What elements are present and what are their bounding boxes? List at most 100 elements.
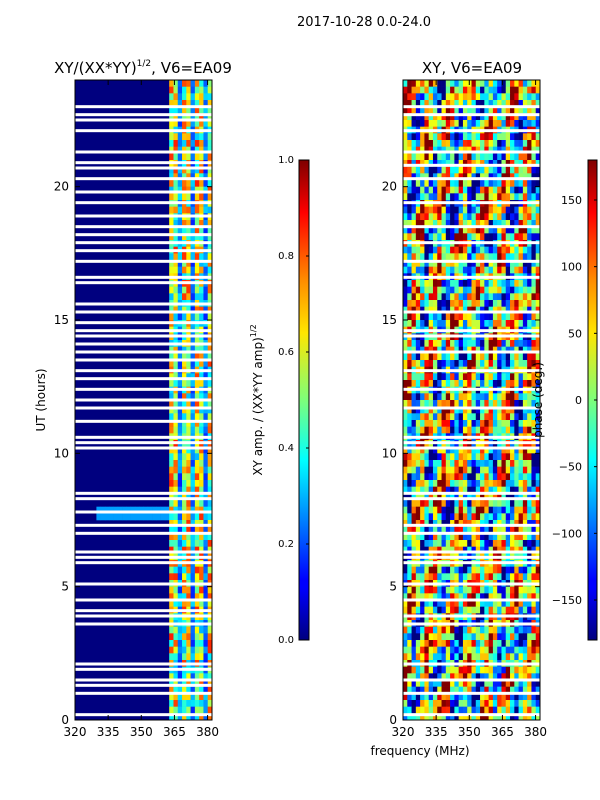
heatmap-cell [441, 600, 447, 607]
heatmap-cell [522, 146, 528, 154]
heatmap-cell [441, 293, 447, 301]
heatmap-cell [445, 80, 451, 87]
heatmap-cell [497, 566, 502, 574]
heatmap-cell [420, 93, 425, 101]
heatmap-cell [207, 180, 212, 187]
heatmap-cell [432, 533, 438, 541]
heatmap-cell [407, 340, 412, 347]
heatmap-cell [186, 100, 191, 107]
heatmap-cell [535, 220, 540, 227]
heatmap-cell [424, 193, 429, 201]
heatmap-cell [501, 206, 507, 214]
heatmap-cell [173, 413, 179, 421]
heatmap-cell [462, 160, 468, 167]
heatmap-cell [199, 406, 204, 414]
heatmap-cell [522, 93, 528, 101]
heatmap-cell [428, 86, 434, 94]
heatmap-cell [415, 460, 421, 467]
heatmap-cell [182, 653, 187, 661]
heatmap-cell [428, 100, 434, 107]
heatmap-cell [403, 526, 408, 534]
heatmap-cell [194, 413, 200, 421]
heatmap-cell [130, 506, 136, 514]
heatmap-cell [445, 466, 451, 474]
heatmap-cell [518, 300, 524, 307]
heatmap-cell [518, 166, 524, 174]
heatmap-cell [527, 686, 532, 694]
heatmap-cell [522, 446, 528, 454]
heatmap-cell [467, 320, 472, 327]
heatmap-cell [488, 706, 494, 714]
heatmap-cell [480, 640, 485, 647]
heatmap-cell [424, 373, 429, 381]
heatmap-cell [450, 500, 455, 507]
heatmap-cell [411, 133, 417, 141]
x-tick-label: 320 [64, 725, 87, 739]
heatmap-cell [415, 340, 421, 347]
heatmap-cell [190, 360, 196, 367]
heatmap-cell [173, 680, 179, 687]
heatmap-cell [403, 293, 408, 301]
heatmap-cell [488, 600, 494, 607]
heatmap-cell [437, 673, 442, 681]
heatmap-cell [441, 480, 447, 487]
heatmap-cell [531, 446, 537, 454]
heatmap-cell [527, 653, 532, 661]
heatmap-cell [514, 640, 519, 647]
heatmap-cell [475, 680, 481, 687]
heatmap-cell [199, 546, 204, 554]
heatmap-cell [186, 460, 191, 467]
heatmap-cell [462, 493, 468, 501]
heatmap-cell [514, 606, 519, 614]
heatmap-cell [199, 380, 204, 387]
heatmap-cell [445, 420, 451, 427]
heatmap-cell [403, 280, 408, 287]
heatmap-cell [505, 146, 511, 154]
heatmap-cell [484, 446, 489, 454]
heatmap-cell [527, 486, 532, 494]
heatmap-cell [467, 306, 472, 314]
heatmap-cell [169, 453, 174, 461]
heatmap-cell [484, 566, 489, 574]
heatmap-cell [186, 373, 191, 381]
heatmap-cell [492, 646, 498, 654]
heatmap-cell [471, 506, 477, 514]
heatmap-cell [484, 640, 489, 647]
heatmap-cell [462, 413, 468, 421]
heatmap-cell [199, 486, 204, 494]
heatmap-cell [454, 206, 459, 214]
heatmap-cell [488, 586, 494, 594]
heatmap-cell [190, 413, 196, 421]
heatmap-cell [403, 93, 408, 101]
data-gap-line [403, 201, 540, 205]
heatmap-cell [424, 180, 429, 187]
heatmap-cell [194, 306, 200, 314]
heatmap-cell [531, 120, 537, 127]
heatmap-cell [441, 460, 447, 467]
heatmap-cell [462, 180, 468, 187]
heatmap-cell [403, 593, 408, 601]
heatmap-cell [518, 193, 524, 201]
heatmap-cell [186, 686, 191, 694]
heatmap-cell [203, 206, 209, 214]
heatmap-cell [207, 133, 212, 141]
heatmap-cell [522, 186, 528, 194]
heatmap-cell [501, 673, 507, 681]
heatmap-cell [467, 453, 472, 461]
heatmap-cell [475, 306, 481, 314]
heatmap-cell [428, 420, 434, 427]
right-colorbar-label: phase (deg.) [531, 362, 545, 438]
heatmap-cell [199, 420, 204, 427]
heatmap-cell [407, 160, 412, 167]
heatmap-cell [415, 180, 421, 187]
heatmap-cell [454, 293, 459, 301]
heatmap-cell [501, 593, 507, 601]
heatmap-cell [501, 113, 507, 121]
heatmap-cell [173, 486, 179, 494]
heatmap-cell [458, 266, 464, 274]
heatmap-cell [424, 280, 429, 287]
heatmap-cell [403, 80, 408, 87]
heatmap-cell [484, 233, 489, 241]
heatmap-cell [182, 106, 187, 114]
heatmap-cell [488, 146, 494, 154]
